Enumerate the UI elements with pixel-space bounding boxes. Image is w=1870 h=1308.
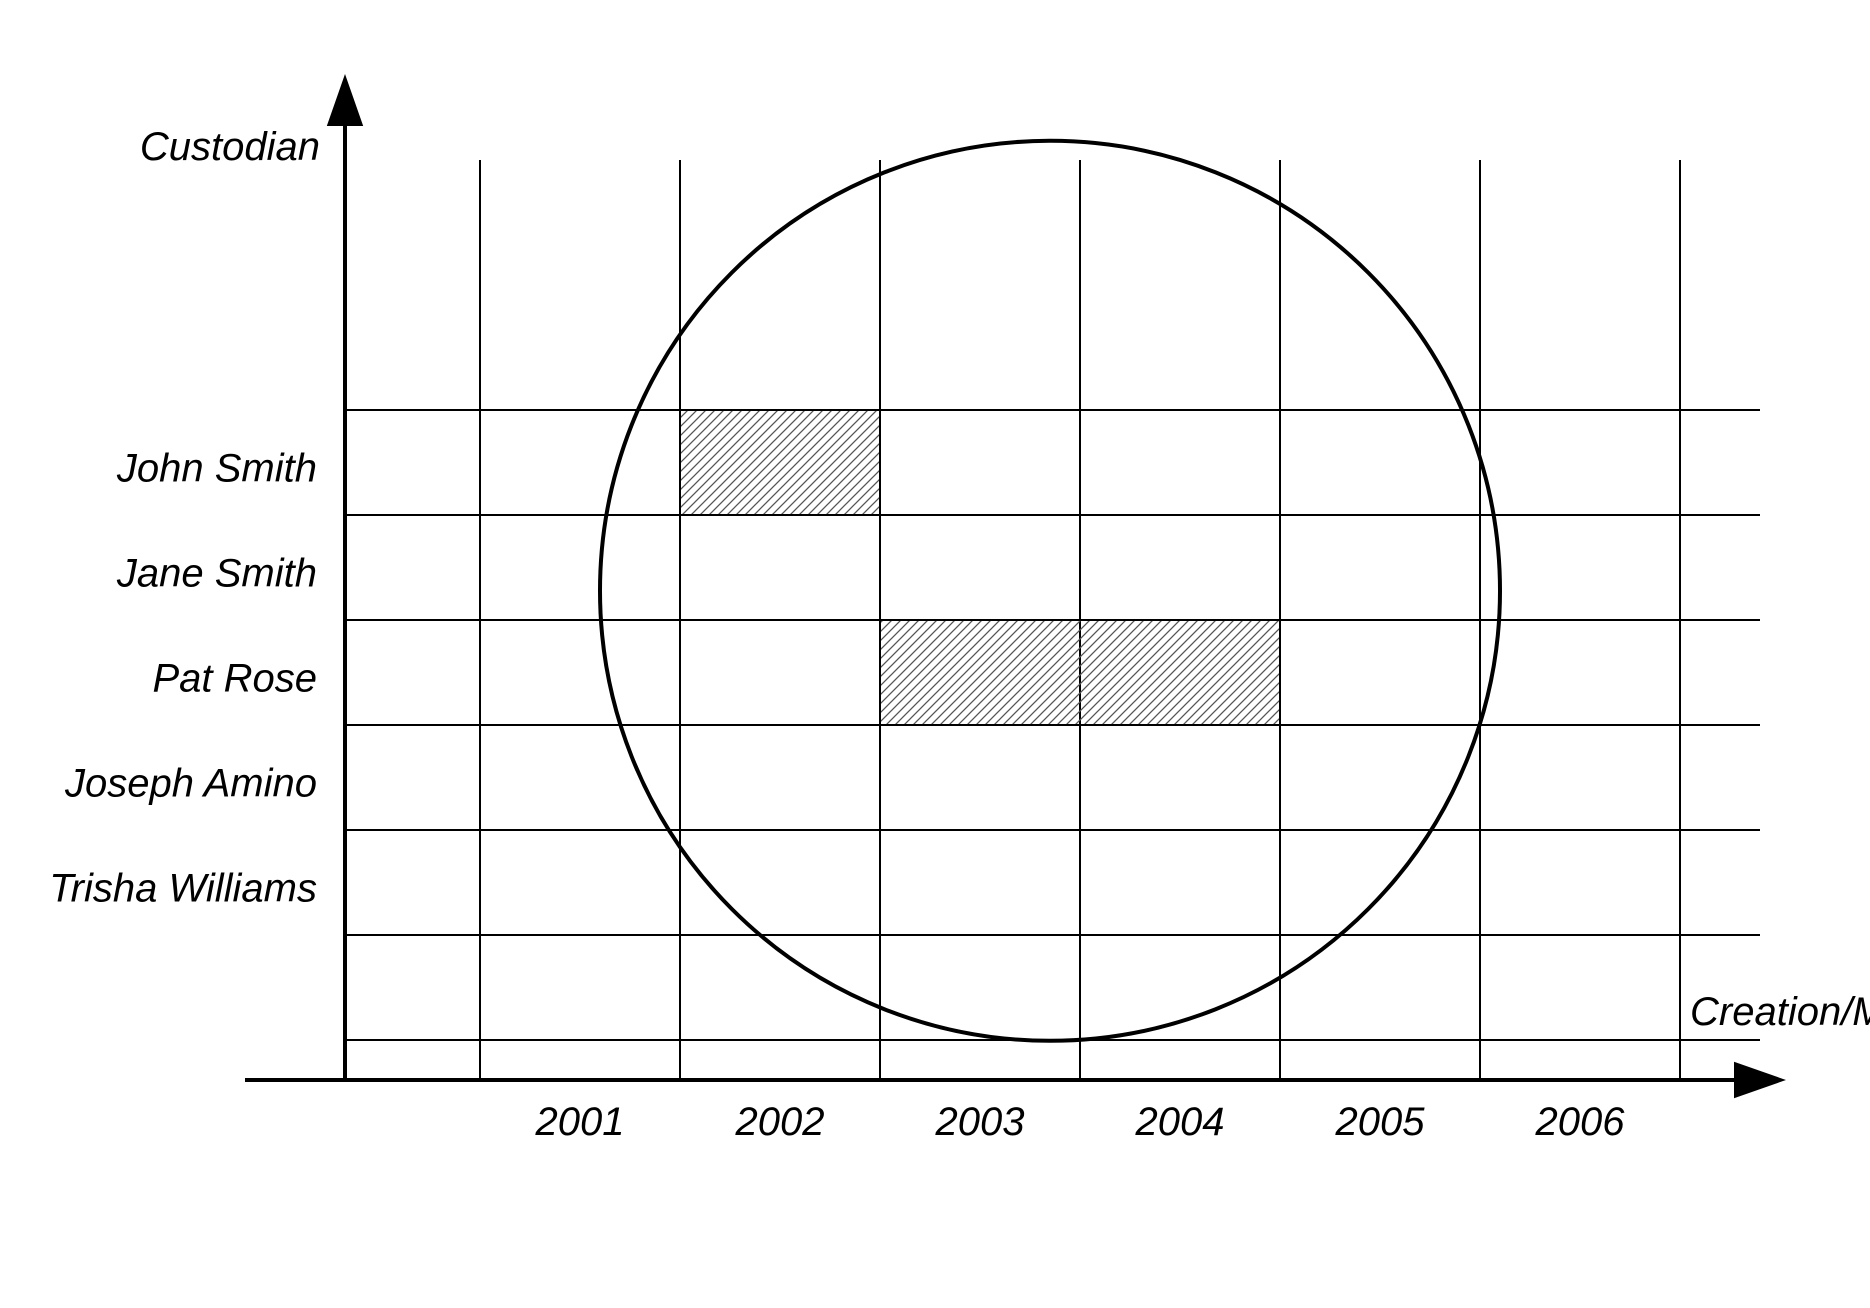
x-tick-label: 2005: [1335, 1100, 1426, 1144]
shaded-cells: [680, 410, 1280, 725]
y-tick-label: Trisha Williams: [49, 866, 317, 910]
y-axis-title: Custodian: [140, 125, 320, 169]
selection-circle: [600, 141, 1500, 1041]
y-tick-label: Joseph Amino: [64, 761, 317, 805]
y-tick-label: Jane Smith: [116, 551, 317, 595]
x-tick-label: 2002: [735, 1100, 825, 1144]
y-tick-label: John Smith: [116, 446, 317, 490]
custodian-date-diagram: Custodian Creation/Modification Date 2001 2…: [0, 0, 1870, 1308]
axes: [245, 74, 1786, 1098]
x-tick-label: 2004: [1135, 1100, 1225, 1144]
x-axis-title: Creation/Modification Date: [1690, 990, 1870, 1034]
x-tick-label: 2001: [535, 1100, 625, 1144]
x-tick-label: 2003: [935, 1100, 1025, 1144]
y-tick-label: Pat Rose: [152, 656, 317, 700]
x-tick-label: 2006: [1535, 1100, 1626, 1144]
